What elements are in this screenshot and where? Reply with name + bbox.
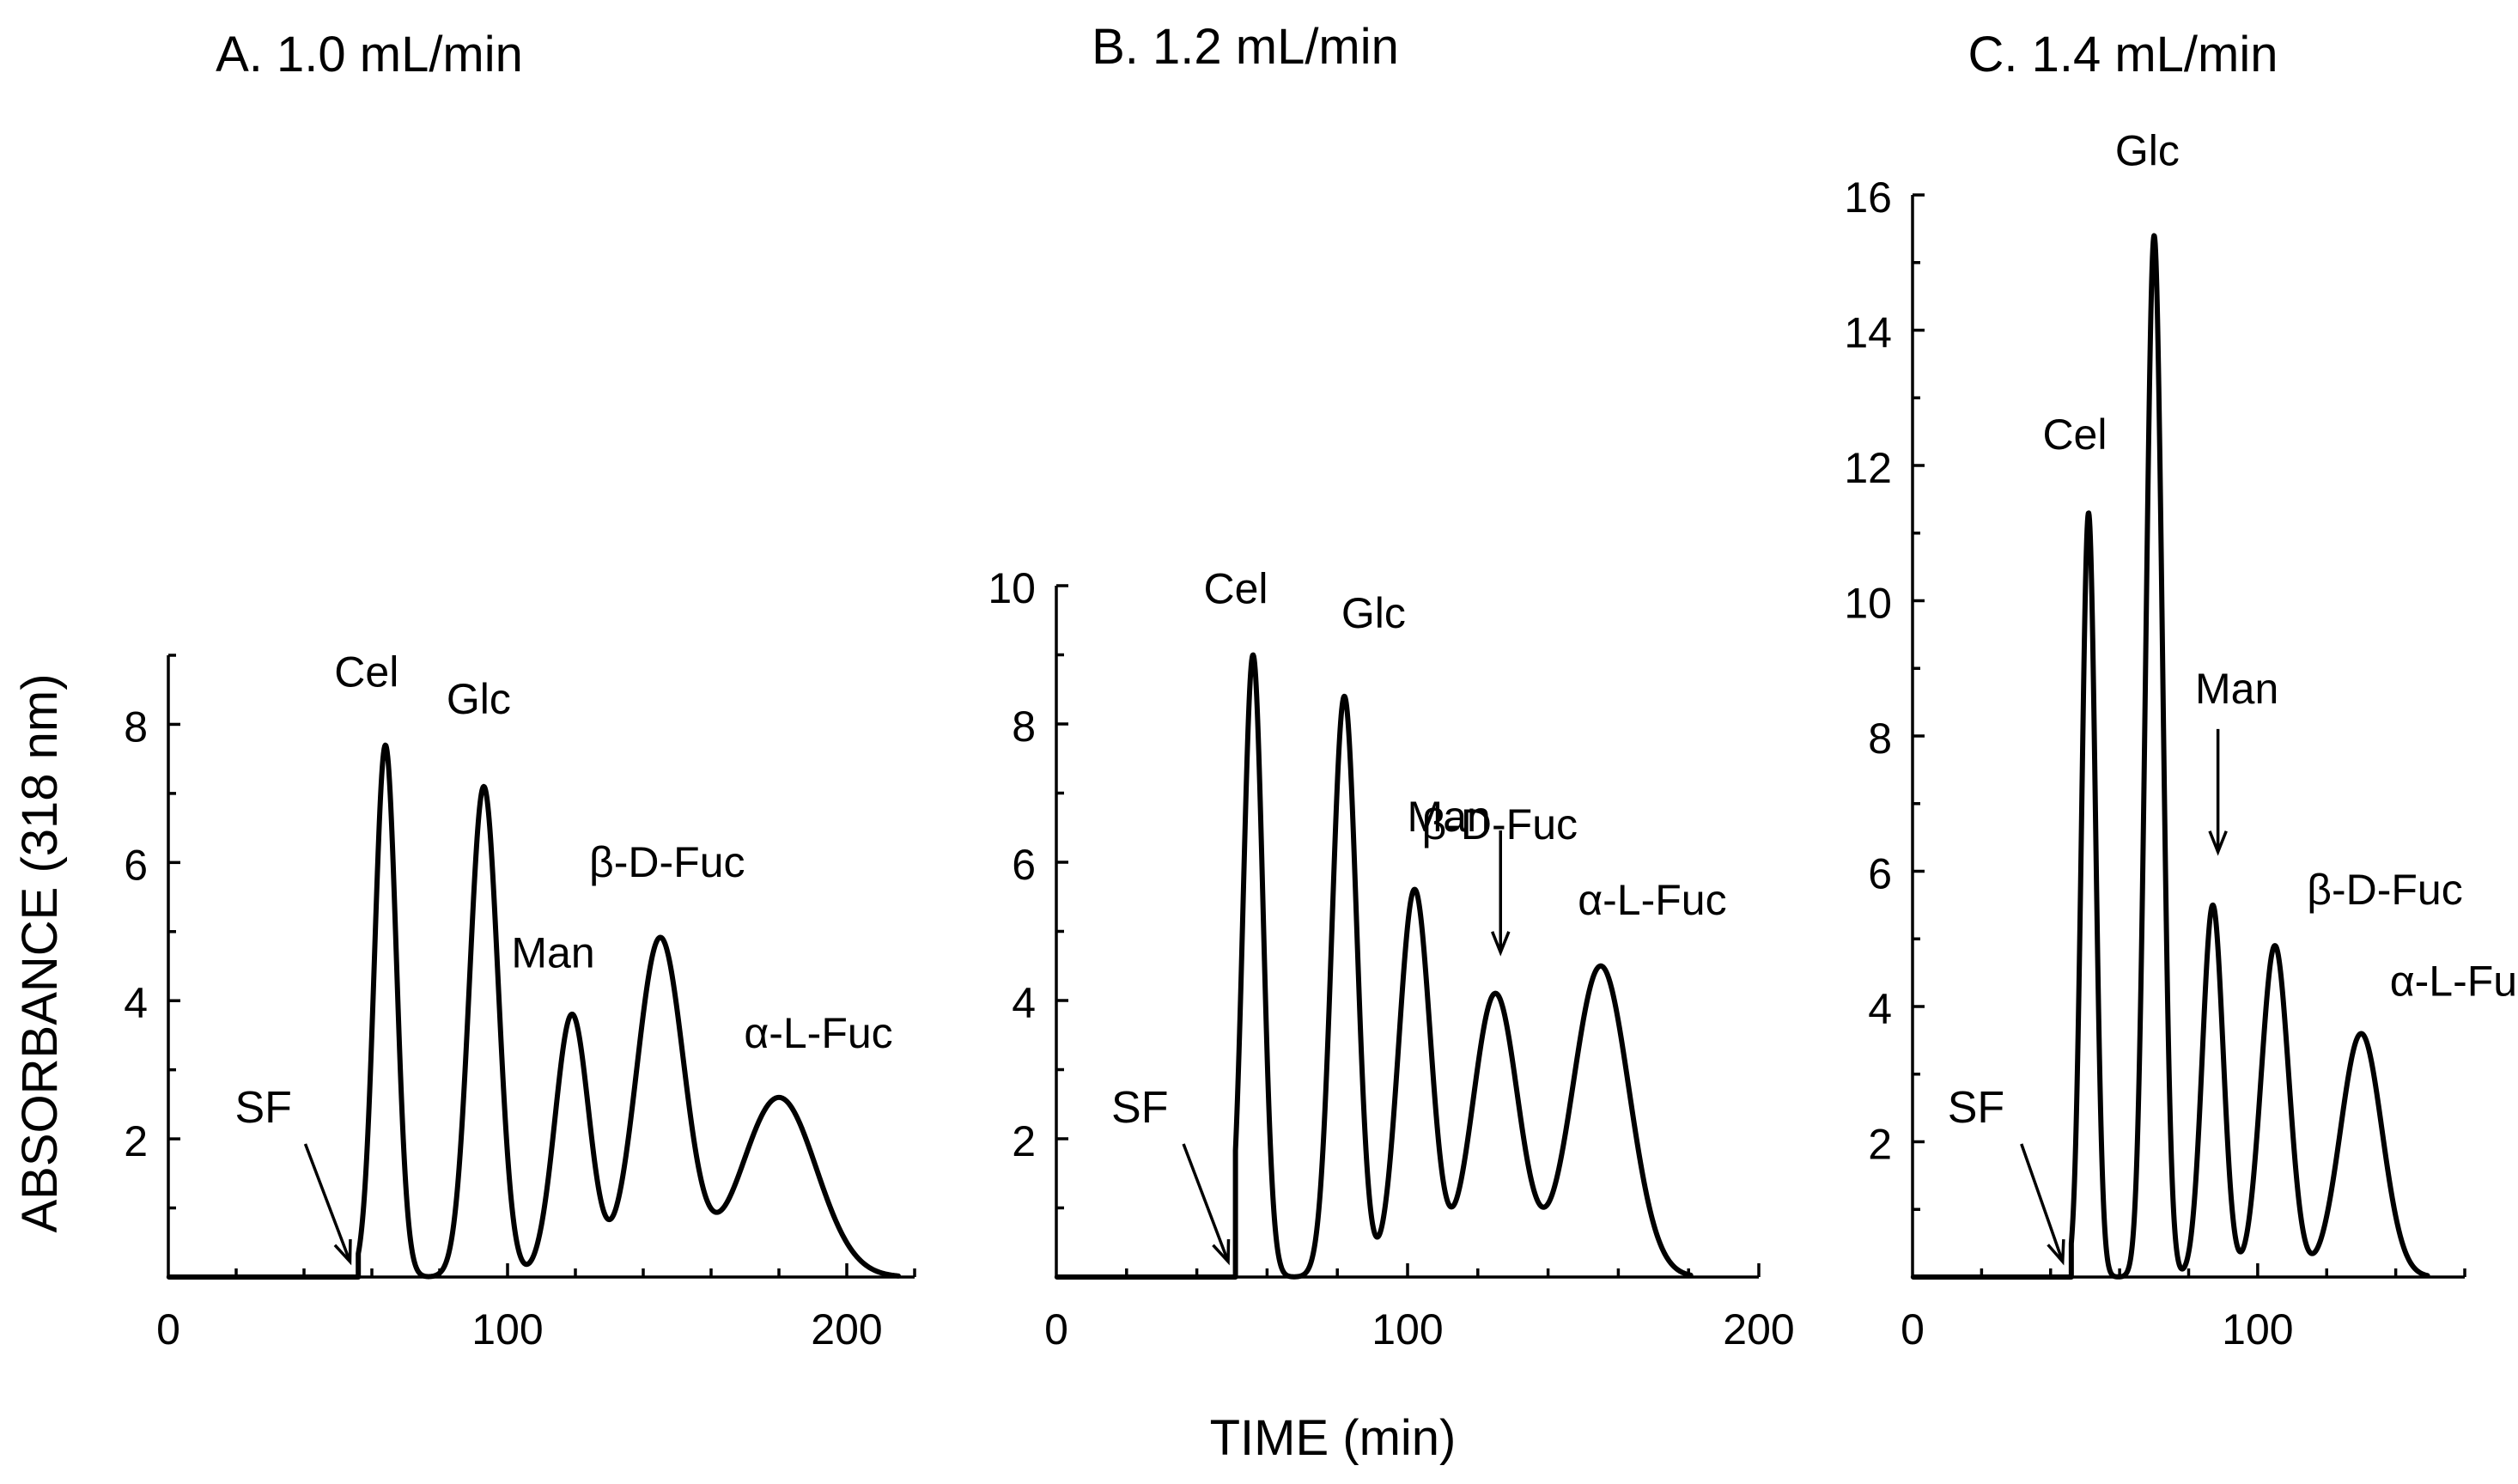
sf-marker-label: SF [1948,1083,2004,1133]
x-tick-label: 0 [1044,1305,1068,1353]
x-tick-label: 200 [1723,1305,1794,1353]
sf-arrow [1182,1143,1230,1262]
y-tick-label: 2 [124,1117,148,1165]
y-tick-label: 8 [124,702,148,751]
x-tick-label: 100 [471,1305,543,1353]
x-tick-label: 100 [2222,1305,2293,1353]
x-axis-label: TIME (min) [1210,1410,1457,1466]
y-tick-label: 6 [124,841,148,889]
x-tick-label: 200 [811,1305,882,1353]
peak-label: Man [511,928,594,976]
peak-label: Man [1408,793,1491,841]
panel-c: C. 1.4 mL/min 2 4 6 8 10 12 14 16 0 100 Cel Glc Man β-… [1844,27,2518,1353]
peak-label: Glc [2115,126,2180,174]
y-tick-label: 10 [1844,580,1892,628]
peak-label: Man [2195,665,2278,713]
panel-title: C. 1.4 mL/min [1968,27,2278,82]
x-tick-label: 0 [156,1305,180,1353]
y-tick-label: 12 [1844,444,1892,492]
peak-arrow-head [1490,931,1511,957]
peak-label: β-D-Fuc [2307,866,2463,914]
peak-label: Glc [1341,589,1406,637]
peak-arrow-head [2208,830,2228,856]
x-tick-label: 0 [1901,1305,1925,1353]
y-tick-label: 14 [1844,309,1892,357]
chromatogram-trace [166,742,902,1280]
y-axis-label: ABSORBANCE (318 nm) [12,673,68,1232]
sf-arrow-head [1212,1238,1231,1266]
panel-a: A. 1.0 mL/min 2 4 6 8 0 100 200 Cel Glc Man β-D-Fuc… [124,27,916,1353]
sf-marker-label: SF [1111,1083,1168,1133]
y-tick-label: 10 [988,564,1036,612]
y-tick-label: 8 [1012,702,1036,751]
chromatogram-trace [1054,652,1694,1280]
peak-label: Cel [2042,411,2107,459]
y-tick-label: 6 [1868,850,1892,898]
peak-label: β-D-Fuc [589,838,745,886]
peak-label: α-L-Fuc [2390,958,2518,1006]
y-tick-label: 4 [1868,985,1892,1033]
panel-title: A. 1.0 mL/min [216,27,523,82]
panel-title: B. 1.2 mL/min [1092,19,1399,75]
sf-arrow [303,1143,352,1262]
y-tick-label: 2 [1868,1121,1892,1169]
y-tick-label: 2 [1012,1117,1036,1165]
sf-arrow [2020,1143,2065,1262]
chromatogram-trace [1910,233,2430,1280]
sf-arrow-head [333,1238,352,1266]
peak-label: Glc [447,675,511,723]
y-tick-label: 16 [1844,173,1892,222]
peak-label: Cel [1204,565,1268,613]
peak-label: α-L-Fuc [1578,876,1726,924]
sf-marker-label: SF [235,1083,292,1133]
y-tick-label: 8 [1868,715,1892,763]
peak-label: α-L-Fuc [744,1009,892,1057]
x-tick-label: 100 [1372,1305,1443,1353]
sf-arrow-head [2047,1238,2065,1266]
y-tick-label: 6 [1012,841,1036,889]
y-tick-label: 4 [124,979,148,1027]
peak-label: Cel [334,648,398,696]
y-tick-label: 4 [1012,979,1036,1027]
